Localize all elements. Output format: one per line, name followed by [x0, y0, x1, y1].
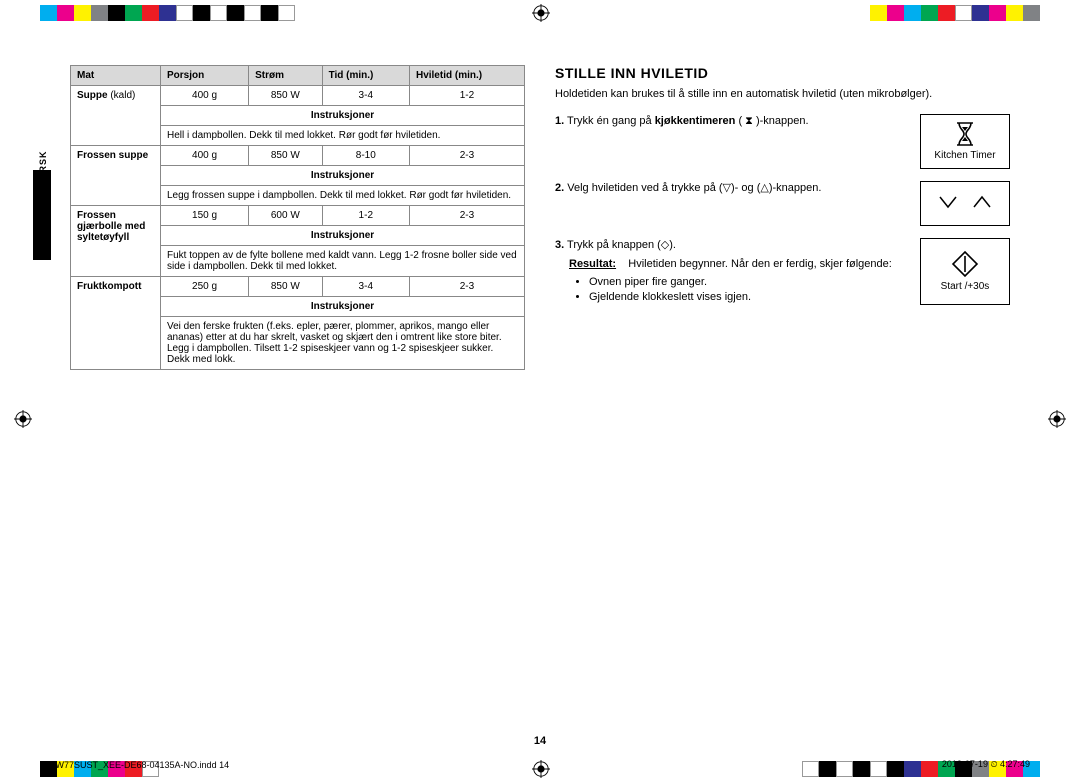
food-table: MatPorsjonStrømTid (min.)Hviletid (min.)… [70, 65, 525, 370]
right-column: STILLE INN HVILETID Holdetiden kan bruke… [540, 50, 1025, 732]
start-button: Start /+30s [920, 238, 1010, 306]
table-row: Frossen suppe400 g850 W8-102-3 [71, 146, 525, 166]
step-2: 2. Velg hviletiden ved å trykke på (▽)- … [555, 181, 1010, 226]
table-header: Strøm [249, 66, 322, 86]
table-header: Hviletid (min.) [409, 66, 524, 86]
step1-bold: kjøkkentimeren [655, 115, 736, 127]
diamond-start-icon [951, 250, 979, 278]
page-number: 14 [0, 735, 1080, 747]
step-1: 1. Trykk én gang på kjøkkentimeren ( ⧗ )… [555, 114, 1010, 169]
table-header: Mat [71, 66, 161, 86]
down-icon [938, 195, 958, 209]
up-icon [972, 195, 992, 209]
table-row: Frossen gjærbolle med syltetøyfyll150 g6… [71, 206, 525, 226]
kitchen-timer-button: Kitchen Timer [920, 114, 1010, 169]
table-row: Suppe (kald)400 g850 W3-41-2 [71, 86, 525, 106]
registration-mark-bottom [532, 760, 550, 778]
step3-text: Trykk på knappen (◇). [567, 239, 676, 251]
left-column: MatPorsjonStrømTid (min.)Hviletid (min.)… [55, 50, 540, 732]
colorbar-top-right [870, 5, 1040, 21]
table-row: Fruktkompott250 g850 W3-42-3 [71, 277, 525, 297]
table-header: Tid (min.) [322, 66, 409, 86]
section-intro: Holdetiden kan brukes til å stille inn e… [555, 87, 1010, 102]
step-3: 3. Trykk på knappen (◇). Resultat: Hvile… [555, 238, 1010, 306]
section-title: STILLE INN HVILETID [555, 65, 1010, 81]
result-text: Hviletiden begynner. Når den er ferdig, … [628, 258, 892, 270]
side-tab [33, 170, 51, 260]
result-label: Resultat: [569, 258, 616, 270]
footer-right: 2012-07-19 ⏲ 4:27:49 [942, 759, 1030, 770]
step2-text: Velg hviletiden ved å trykke på (▽)- og … [567, 182, 821, 194]
registration-mark-left [14, 410, 32, 428]
hourglass-icon [954, 121, 976, 147]
footer-left: FW77SUST_XEE-DE68-04135A-NO.indd 14 [50, 760, 229, 770]
result-bullet-1: Ovnen piper fire ganger. [589, 275, 912, 290]
registration-mark-top [532, 4, 550, 22]
start-label: Start /+30s [941, 281, 990, 293]
table-header: Porsjon [161, 66, 249, 86]
arrows-button [920, 181, 1010, 226]
step1-pre: Trykk én gang på [567, 115, 655, 127]
kitchen-timer-label: Kitchen Timer [934, 150, 995, 162]
colorbar-top-left [40, 5, 295, 21]
result-bullet-2: Gjeldende klokkeslett vises igjen. [589, 290, 912, 305]
registration-mark-right [1048, 410, 1066, 428]
step1-post: ( ⧗ )-knappen. [735, 115, 808, 127]
